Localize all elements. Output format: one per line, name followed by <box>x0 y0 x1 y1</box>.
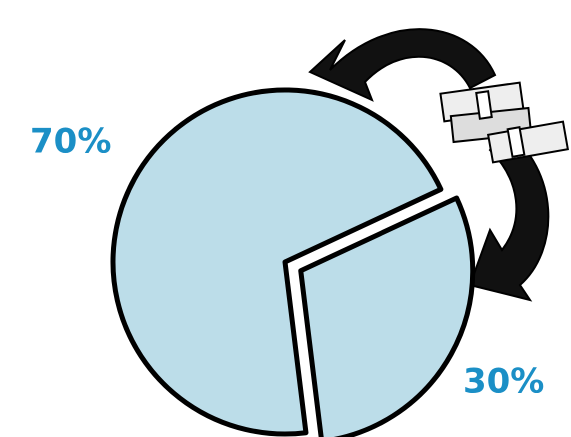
pie-slice <box>298 195 476 437</box>
decoration-arrow <box>308 28 550 302</box>
pie-slice <box>110 87 444 437</box>
decoration-money <box>439 81 570 164</box>
pie <box>110 87 476 437</box>
slice-label: 30% <box>463 362 544 402</box>
slice-label: 70% <box>30 122 111 162</box>
